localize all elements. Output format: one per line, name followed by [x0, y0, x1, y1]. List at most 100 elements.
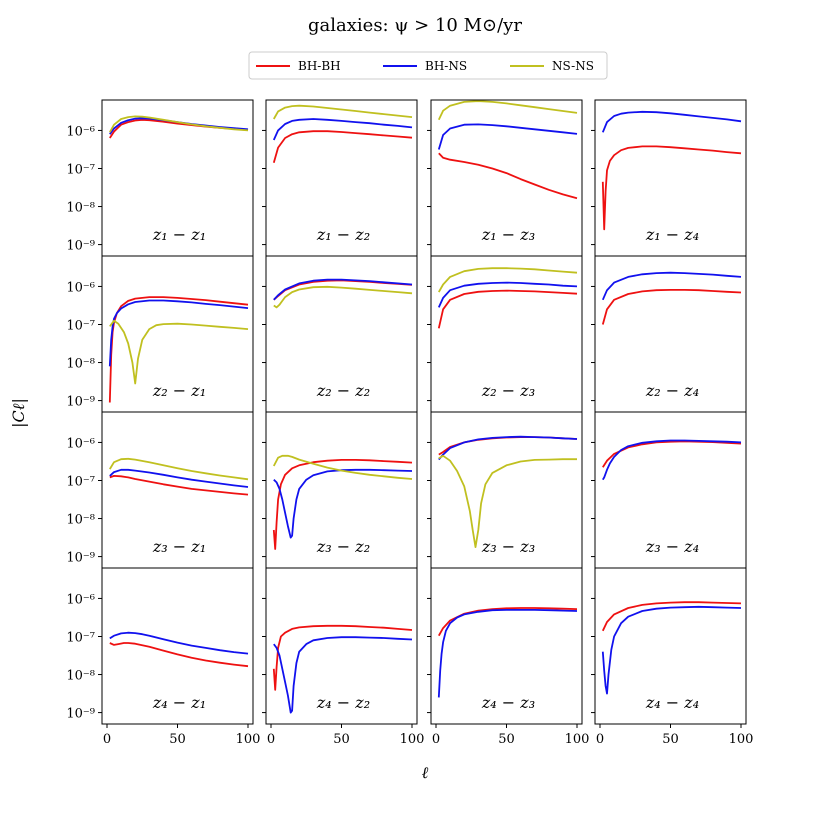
panel-label: z₂ − z₄	[645, 381, 699, 400]
series-bh-ns	[437, 123, 578, 150]
panel-z4-z4: 0 50 100 z₄ − z₄	[591, 567, 754, 747]
series-bh-bh	[602, 440, 742, 468]
series-bh-ns	[601, 110, 742, 133]
x-tick-label: 0	[432, 732, 440, 747]
panel-label: z₁ − z₂	[316, 225, 370, 244]
x-axis-label: ℓ	[422, 763, 429, 782]
x-tick-label: 0	[267, 732, 275, 747]
panel-label: z₁ − z₃	[481, 225, 535, 244]
panel-label: z₄ − z₃	[481, 693, 535, 712]
series-bh-ns	[602, 439, 742, 481]
series-bh-ns	[273, 278, 413, 301]
series-bh-ns	[438, 435, 578, 461]
panel-z1-z4: z₁ − z₄	[591, 99, 747, 257]
y-tick-label: 10⁻⁹	[66, 239, 95, 254]
x-tick-label: 50	[662, 732, 679, 747]
series-bh-ns	[437, 609, 578, 698]
panel-z3-z2: z₃ − z₂	[262, 411, 418, 569]
series-bh-bh	[272, 458, 413, 550]
series-bh-bh	[272, 130, 413, 164]
panel-z2-z2: z₂ − z₂	[262, 255, 418, 413]
y-tick-label: 10⁻⁷	[66, 630, 95, 645]
panel-z4-z2: 0 50 100 z₄ − z₂	[262, 567, 425, 747]
panel-label: z₃ − z₃	[481, 537, 535, 556]
panel-grid: 10⁻⁹ 10⁻⁸ 10⁻⁷ 10⁻⁶ z₁ − z₁ z₁ − z₂ z₁ − z₃ z₁ …	[66, 99, 754, 747]
x-tick-label: 100	[565, 732, 590, 747]
x-tick-label: 100	[236, 732, 261, 747]
series-bh-bh	[272, 624, 413, 691]
series-bh-ns	[272, 118, 413, 141]
x-tick-label: 50	[333, 732, 350, 747]
y-tick-label: 10⁻⁶	[66, 124, 95, 139]
panel-label: z₂ − z₃	[481, 381, 535, 400]
chart-title: galaxies: ψ > 10 M⊙/yr	[308, 15, 522, 36]
panel-label: z₄ − z₂	[316, 693, 370, 712]
series-bh-bh	[437, 289, 578, 329]
panel-label: z₃ − z₂	[316, 537, 370, 556]
panel-z1-z1: 10⁻⁹ 10⁻⁸ 10⁻⁷ 10⁻⁶ z₁ − z₁	[66, 99, 254, 257]
series-bh-ns	[273, 468, 413, 539]
y-tick-label: 10⁻⁷	[66, 162, 95, 177]
y-tick-label: 10⁻⁶	[66, 436, 95, 451]
panel-label: z₁ − z₄	[645, 225, 699, 244]
series-bh-bh	[438, 607, 578, 637]
series-bh-bh	[438, 436, 578, 456]
series-bh-ns	[109, 631, 249, 655]
series-ns-ns	[438, 267, 578, 293]
series-bh-ns	[437, 281, 578, 308]
y-tick-label: 10⁻⁸	[66, 357, 95, 372]
series-ns-ns	[437, 100, 578, 121]
y-tick-label: 10⁻⁹	[66, 395, 95, 410]
panel-z2-z4: z₂ − z₄	[591, 255, 747, 413]
legend: BH-BH BH-NS NS-NS	[248, 51, 608, 80]
x-tick-label: 100	[729, 732, 754, 747]
x-tick-label: 50	[498, 732, 515, 747]
x-tick-label: 0	[103, 732, 111, 747]
panel-z3-z3: z₃ − z₃	[427, 411, 583, 569]
y-tick-label: 10⁻⁶	[66, 280, 95, 295]
panel-z4-z1: 10⁻⁹ 10⁻⁸ 10⁻⁷ 10⁻⁶ 0 50 100 z₄ − z₁	[66, 567, 261, 747]
x-tick-label: 100	[400, 732, 425, 747]
series-ns-ns	[438, 454, 577, 548]
series-bh-bh	[601, 601, 742, 632]
panel-z2-z1: 10⁻⁹ 10⁻⁸ 10⁻⁷ 10⁻⁶ z₂ − z₁	[66, 255, 254, 413]
panel-label: z₁ − z₁	[152, 225, 206, 244]
legend-label-bh-ns: BH-NS	[425, 59, 467, 73]
series-ns-ns	[273, 285, 413, 309]
y-axis-label: |Cℓ|	[9, 398, 28, 428]
y-tick-label: 10⁻⁸	[66, 513, 95, 528]
y-tick-label: 10⁻⁹	[66, 551, 95, 566]
y-tick-label: 10⁻⁸	[66, 201, 95, 216]
y-tick-label: 10⁻⁷	[66, 318, 95, 333]
y-tick-label: 10⁻⁹	[66, 707, 95, 722]
legend-box	[248, 51, 608, 80]
y-tick-label: 10⁻⁶	[66, 592, 95, 607]
panel-label: z₄ − z₄	[645, 693, 699, 712]
series-ns-ns	[109, 115, 249, 133]
series-bh-ns	[601, 271, 742, 301]
panel-label: z₃ − z₁	[152, 537, 206, 556]
series-ns-ns	[109, 457, 249, 481]
y-tick-label: 10⁻⁷	[66, 474, 95, 489]
series-ns-ns	[273, 454, 413, 480]
panel-z1-z3: z₁ − z₃	[427, 99, 583, 257]
panel-z3-z1: 10⁻⁹ 10⁻⁸ 10⁻⁷ 10⁻⁶ z₃ − z₁	[66, 411, 254, 569]
panel-label: z₃ − z₄	[645, 537, 699, 556]
panel-z3-z4: z₃ − z₄	[591, 411, 747, 569]
y-tick-label: 10⁻⁸	[66, 669, 95, 684]
panel-label: z₂ − z₁	[152, 381, 206, 400]
series-ns-ns	[109, 319, 249, 385]
series-bh-ns	[109, 468, 249, 488]
series-bh-bh	[109, 642, 249, 668]
x-tick-label: 50	[169, 732, 186, 747]
panel-z1-z2: z₁ − z₂	[262, 99, 418, 257]
panel-z2-z3: z₂ − z₃	[427, 255, 583, 413]
series-ns-ns	[273, 104, 413, 120]
legend-label-ns-ns: NS-NS	[552, 59, 594, 73]
legend-label-bh-bh: BH-BH	[298, 59, 341, 73]
panel-z4-z3: 0 50 100 z₄ − z₃	[427, 567, 590, 747]
series-bh-bh	[438, 152, 578, 200]
series-bh-bh	[109, 474, 249, 496]
x-tick-label: 0	[596, 732, 604, 747]
